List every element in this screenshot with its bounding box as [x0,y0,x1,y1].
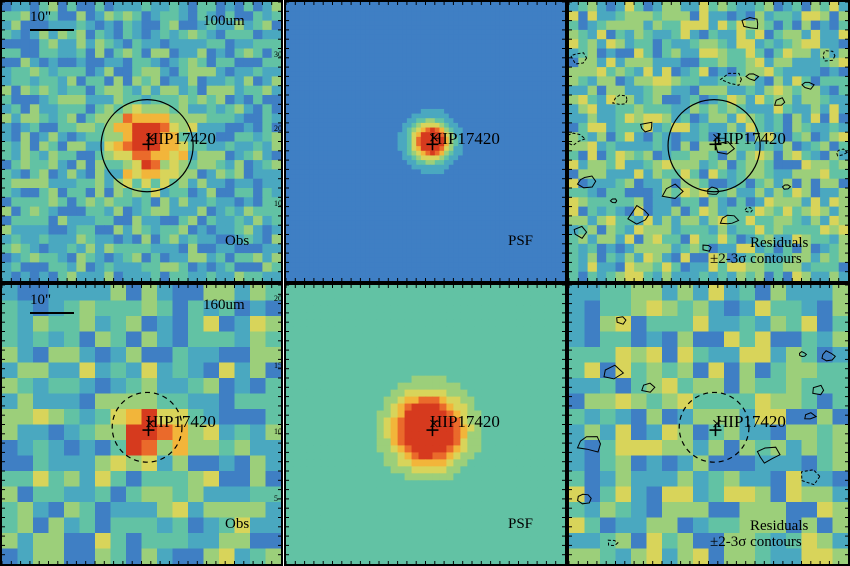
residual-contour [639,121,653,133]
contours-label: ±2-3σ contours [710,534,802,550]
residual-contour [719,214,740,225]
residual-contour [804,412,818,420]
residual-contour [822,50,836,62]
source-label: HIP17420 [146,129,216,148]
frame-ticks [286,2,565,281]
scale-bar-label: 10" [30,292,52,308]
obs-160um-panel [0,283,283,566]
pixel-map [569,285,848,564]
source-marker [426,419,439,437]
pixel-map [286,285,565,564]
residual-contour [774,97,786,106]
band-label: 100um [203,13,245,29]
residual-contour [835,148,848,157]
psf-axis-tick: 10 [274,199,282,208]
psf-axis-tick: 20 [274,124,282,133]
residual-160um-panel [567,283,850,566]
residual-contour [719,72,742,86]
source-label: HIP17420 [716,412,786,431]
psf-160um-panel [284,283,567,566]
residual-contour [641,382,656,393]
source-label: HIP17420 [430,412,500,431]
source-label: HIP17420 [430,129,500,148]
pixel-map [2,2,281,281]
contours-label: ±2-3σ contours [710,251,802,267]
residual-contour [576,436,602,453]
frame-ticks [286,285,565,564]
residual-contour [576,175,597,189]
psf-axis-tick: 15 [274,361,282,370]
residual-contour [607,539,619,547]
residual-contour [702,244,712,252]
residual-contour [616,316,627,325]
psf-axis-tick: 5 [274,494,278,503]
residual-contour [603,364,625,380]
aperture-circle [678,391,750,463]
scale-bar-label: 10" [30,9,52,25]
residual-contour [714,141,736,155]
source-marker [142,419,155,437]
frame-ticks [2,285,281,564]
source-marker [426,133,439,151]
residuals-label: Residuals [750,235,809,251]
residual-contour [781,184,792,190]
frame-ticks [2,2,281,281]
residual-contour [743,206,754,213]
band-label: 160um [203,297,245,313]
source-marker [709,419,722,437]
residual-contour [745,73,760,82]
obs-label: Obs [225,233,250,249]
residual-contour [800,469,821,486]
residual-100um-panel [567,0,850,283]
residual-contour [609,198,618,204]
source-marker [142,133,155,151]
residual-contour [812,384,825,396]
residual-contour [569,132,587,146]
psf-axis-tick: 10 [274,427,282,436]
pixel-map [2,285,281,564]
psf-label: PSF [508,233,534,249]
residual-contour [801,81,815,90]
psf-100um-panel [284,0,567,283]
psf-axis-tick: 20 [274,294,282,303]
residual-contour [741,16,759,30]
residual-contour [756,446,781,464]
residual-contour [627,204,650,225]
residuals-label: Residuals [750,518,809,534]
residual-contour [798,351,808,358]
residual-contour [573,225,588,239]
aperture-circle [100,99,194,193]
psf-axis-tick: 30 [274,50,282,59]
source-label: HIP17420 [146,412,216,431]
pixel-map [286,2,565,281]
aperture-circle [111,391,183,463]
obs-label: Obs [225,516,250,532]
residual-contour [577,493,592,505]
aperture-circle [667,99,761,193]
residual-contour [821,350,837,362]
frame-ticks [569,285,848,564]
pixel-map [569,2,848,281]
obs-100um-panel [0,0,283,283]
residual-contour [707,186,720,195]
frame-ticks [569,2,848,281]
psf-label: PSF [508,516,534,532]
residual-contour [661,183,684,200]
source-label: HIP17420 [716,129,786,148]
